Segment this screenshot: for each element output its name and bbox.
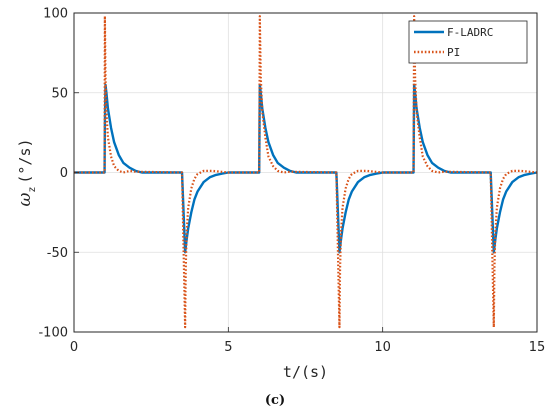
legend-label-pi: PI	[447, 46, 460, 59]
y-axis-label-subscript: z	[27, 187, 38, 193]
y-tick-label: -50	[47, 246, 68, 261]
x-axis-label: t/(s)	[283, 363, 328, 381]
legend: F-LADRC PI	[408, 20, 528, 64]
axis-ticks: 0 5 10 15 -100 -50 0 50 100	[38, 7, 545, 356]
y-tick-label: 100	[43, 7, 68, 22]
y-tick-label: 0	[60, 166, 68, 181]
x-tick-label: 5	[224, 340, 232, 355]
y-axis-label-unit: (°/s)	[16, 138, 34, 183]
y-tick-label: 50	[51, 86, 68, 101]
legend-box	[408, 20, 528, 64]
x-tick-label: 0	[70, 340, 78, 355]
series-layer	[74, 15, 538, 329]
y-axis-label: ωz (°/s)	[15, 138, 38, 206]
svg-text:ωz(°/s): ωz (°/s)	[15, 138, 38, 206]
figure-caption: (c)	[265, 393, 285, 408]
x-tick-label: 10	[374, 340, 391, 355]
y-axis-label-symbol: ω	[15, 193, 35, 207]
x-tick-label: 15	[529, 340, 546, 355]
y-tick-label: -100	[38, 326, 68, 341]
legend-label-f-ladrc: F-LADRC	[447, 26, 493, 39]
